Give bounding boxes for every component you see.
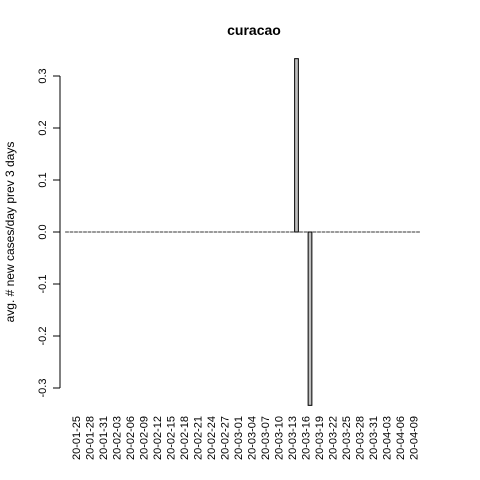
y-tick-label: -0.3 [37,379,49,398]
x-tick-label: 20-03-25 [341,416,353,460]
x-tick-label: 20-02-15 [166,416,178,460]
x-tick-label: 20-03-16 [301,416,313,460]
x-tick-label: 20-01-31 [98,416,110,460]
x-tick-label: 20-02-12 [152,416,164,460]
x-tick-label: 20-01-25 [71,416,83,460]
x-tick-label: 20-03-01 [233,416,245,460]
x-tick-label: 20-02-06 [125,416,137,460]
y-tick-label: 0.0 [37,224,49,239]
y-tick-label: 0.3 [37,68,49,83]
y-axis-label: avg. # new cases/day prev 3 days [3,142,17,323]
bar [294,58,299,233]
x-tick-label: 20-03-19 [314,416,326,460]
x-tick-label: 20-03-13 [287,416,299,460]
x-tick-label: 20-03-22 [328,416,340,460]
x-tick-label: 20-03-28 [355,416,367,460]
bar [307,231,313,406]
x-tick-label: 20-04-09 [409,416,421,460]
x-tick-label: 20-02-09 [139,416,151,460]
x-tick-label: 20-03-31 [368,416,380,460]
y-axis: -0.3 -0.2 -0.1 0.0 0.1 0.2 0.3 [37,68,61,398]
x-tick-label: 20-03-07 [260,416,272,460]
bars [65,58,420,406]
y-tick-label: -0.2 [37,327,49,346]
x-tick-label: 20-03-04 [247,416,259,460]
x-tick-label: 20-04-06 [395,416,407,460]
y-tick-label: 0.2 [37,120,49,135]
x-tick-label: 20-02-03 [112,416,124,460]
chart-title: curacao [227,22,281,38]
y-tick-label: -0.1 [37,275,49,294]
x-tick-label: 20-01-28 [85,416,97,460]
x-tick-label: 20-02-24 [206,416,218,460]
y-tick-label: 0.1 [37,172,49,187]
x-tick-label: 20-02-27 [220,416,232,460]
x-tick-label: 20-02-18 [179,416,191,460]
x-tick-label: 20-03-10 [274,416,286,460]
x-tick-label: 20-02-21 [193,416,205,460]
x-tick-label: 20-04-03 [382,416,394,460]
x-axis: 20-01-25 20-01-28 20-01-31 20-02-03 20-02-06… [71,416,421,460]
